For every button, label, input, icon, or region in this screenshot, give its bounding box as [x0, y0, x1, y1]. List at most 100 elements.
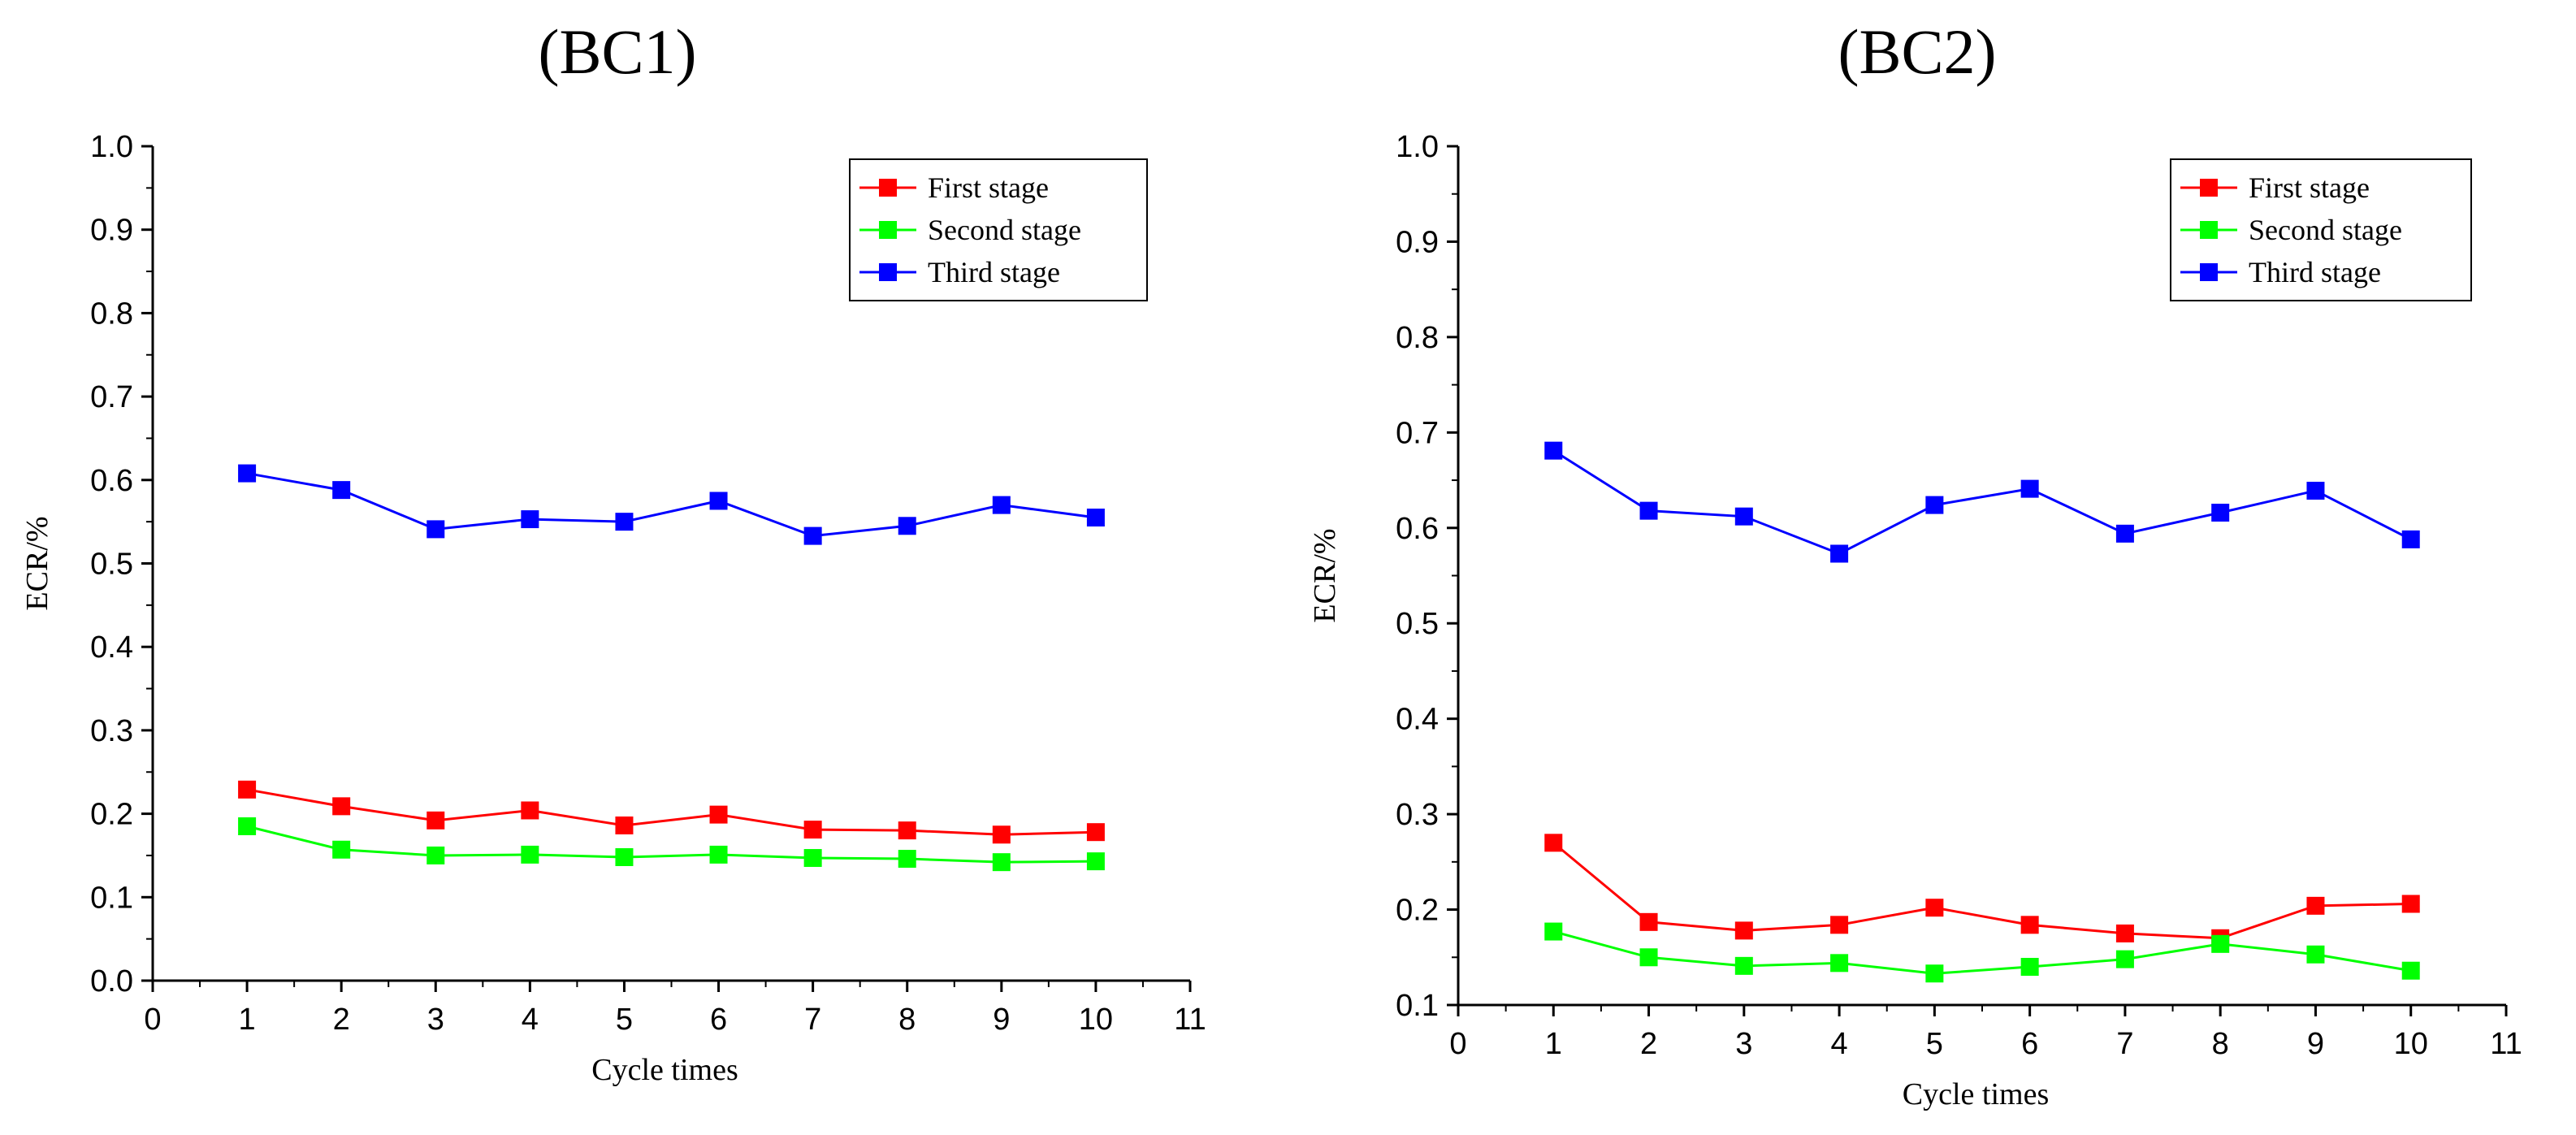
chart-0-data-point-0	[803, 821, 822, 839]
chart-1-data-point-0	[2115, 924, 2134, 942]
chart-1-data-point-1	[2401, 961, 2420, 980]
chart-1-data-point-0	[2401, 895, 2420, 913]
chart-0-data-point-0	[992, 825, 1011, 844]
chart-1-data-point-2	[1734, 507, 1753, 526]
chart-1-data-point-1	[2115, 950, 2134, 968]
chart-1-data-point-2	[1925, 496, 1944, 514]
chart-1-y-tick-label: 0.1	[1396, 989, 1439, 1023]
chart-1-data-point-0	[1925, 899, 1944, 917]
chart-0-x-tick-label: 11	[1174, 1003, 1206, 1037]
chart-0-data-point-0	[898, 821, 916, 840]
chart-1-data-point-1	[1830, 954, 1849, 973]
chart-0-x-tick-label: 8	[898, 1003, 916, 1037]
chart-0-series-line-1	[246, 825, 1096, 864]
chart-1-x-tick-label: 11	[2490, 1027, 2522, 1061]
chart-1-series-line-0	[1552, 842, 2411, 940]
chart-1-series-line-1	[1552, 930, 2411, 975]
chart-0-series-line-0	[246, 788, 1096, 836]
chart-0-y-tick-label: 0.5	[90, 548, 133, 582]
chart-0-title: (BC1)	[539, 16, 697, 87]
chart-1-data-point-1	[1925, 964, 1944, 983]
chart-0-data-point-0	[238, 780, 257, 799]
chart-0-data-point-1	[803, 849, 822, 868]
chart-0-data-point-1	[426, 846, 445, 864]
chart-1-data-point-2	[2115, 524, 2134, 543]
chart-0-data-point-2	[615, 513, 634, 531]
chart-0-x-tick-label: 0	[144, 1003, 161, 1037]
chart-0-data-point-0	[709, 805, 728, 824]
chart-1-data-point-1	[2306, 945, 2325, 964]
chart-0-x-tick-label: 7	[804, 1003, 821, 1037]
chart-0-data-point-0	[426, 811, 445, 830]
chart-1-y-tick-label: 0.9	[1396, 225, 1439, 259]
chart-0-data-point-0	[521, 801, 539, 820]
chart-1-legend-label-2: Third stage	[2249, 256, 2381, 288]
chart-1-data-point-2	[1544, 441, 1563, 460]
chart-0-x-tick-label: 1	[239, 1003, 256, 1037]
chart-1-title: (BC2)	[1838, 16, 1997, 87]
chart-bc2: (BC2) 0.1 0.2 0.3 0.4 0.5 0.6 0.7 0.8 0.9 1.0 0 1 2 3 4…	[1308, 16, 2522, 1111]
chart-0-data-point-2	[898, 517, 916, 535]
chart-0-series-line-2	[246, 472, 1097, 538]
chart-0-data-point-2	[992, 496, 1011, 514]
chart-1-data-point-1	[2211, 934, 2230, 953]
chart-1-data-point-2	[2401, 530, 2420, 548]
chart-1-data-point-2	[2020, 479, 2039, 498]
chart-panel-bc1: (BC1) 0.0 0.1 0.2 0.3 0.4 0.5 0.6 0.7 0.8 0.9 1.0 0 1…	[20, 16, 1206, 1087]
chart-0-data-point-1	[238, 817, 257, 836]
chart-0-data-point-1	[992, 853, 1011, 872]
chart-0-y-tick-label: 0.2	[90, 798, 133, 832]
chart-0-y-tick-label: 0.7	[90, 380, 133, 414]
chart-0-x-tick-label: 5	[616, 1003, 633, 1037]
chart-1-legend-marker-1	[2200, 221, 2218, 239]
chart-0-data-point-1	[709, 845, 728, 864]
chart-0-x-tick-label: 10	[1079, 1003, 1113, 1037]
chart-0-y-tick-label: 0.9	[90, 214, 133, 248]
chart-1-data-point-2	[2306, 481, 2325, 500]
chart-1-data-point-2	[1639, 501, 1658, 520]
chart-0-legend-label-2: Third stage	[928, 256, 1060, 288]
chart-1-series-line-2	[1552, 449, 2412, 556]
chart-1-y-tick-label: 0.8	[1396, 321, 1439, 355]
chart-1-data-point-0	[2306, 896, 2325, 915]
chart-1-y-tick-label: 0.5	[1396, 607, 1439, 641]
chart-1-x-tick-label: 8	[2212, 1027, 2229, 1061]
chart-0-y-tick-label: 0.8	[90, 297, 133, 331]
chart-0-data-point-1	[615, 848, 634, 867]
chart-0-data-point-0	[615, 816, 634, 834]
chart-0-legend-marker-2	[879, 263, 897, 281]
chart-0-data-point-1	[521, 845, 539, 864]
chart-0-data-point-2	[709, 492, 728, 510]
chart-1-legend-label-0: First stage	[2249, 171, 2370, 204]
chart-0-x-tick-label: 9	[993, 1003, 1010, 1037]
chart-0-data-point-1	[1086, 852, 1105, 871]
chart-1-data-point-1	[1544, 922, 1563, 941]
chart-0-data-point-2	[1086, 509, 1105, 527]
chart-1-data-point-0	[2020, 916, 2039, 934]
chart-1-data-point-1	[2020, 958, 2039, 977]
chart-1-y-tick-label: 0.7	[1396, 416, 1439, 450]
chart-0-x-tick-label: 3	[427, 1003, 444, 1037]
chart-1-x-tick-label: 10	[2394, 1027, 2428, 1061]
chart-1-y-tick-label: 0.2	[1396, 894, 1439, 928]
chart-0-y-tick-label: 0.6	[90, 464, 133, 498]
chart-0-data-point-1	[332, 840, 351, 859]
chart-0-data-point-2	[238, 464, 257, 483]
chart-1-y-tick-label: 0.6	[1396, 512, 1439, 546]
chart-1-x-tick-label: 6	[2021, 1027, 2038, 1061]
chart-0-x-axis-label: Cycle times	[591, 1053, 738, 1087]
chart-1-y-tick-label: 1.0	[1396, 130, 1439, 164]
chart-1-x-tick-label: 7	[2116, 1027, 2133, 1061]
chart-1-data-point-2	[2211, 503, 2230, 522]
chart-0-legend-label-0: First stage	[928, 171, 1049, 204]
chart-0-data-point-2	[426, 520, 445, 539]
chart-0-data-point-0	[1086, 823, 1105, 842]
chart-1-y-axis-label: ECR/%	[1308, 528, 1342, 622]
chart-1-legend-label-1: Second stage	[2249, 214, 2402, 246]
chart-1-data-point-1	[1639, 948, 1658, 967]
chart-0-data-point-0	[332, 797, 351, 816]
chart-0-y-tick-label: 0.0	[90, 964, 133, 999]
chart-1-x-axis-label: Cycle times	[1903, 1077, 2049, 1111]
chart-1-x-tick-label: 1	[1545, 1027, 1562, 1061]
chart-0-legend-marker-0	[879, 179, 897, 197]
